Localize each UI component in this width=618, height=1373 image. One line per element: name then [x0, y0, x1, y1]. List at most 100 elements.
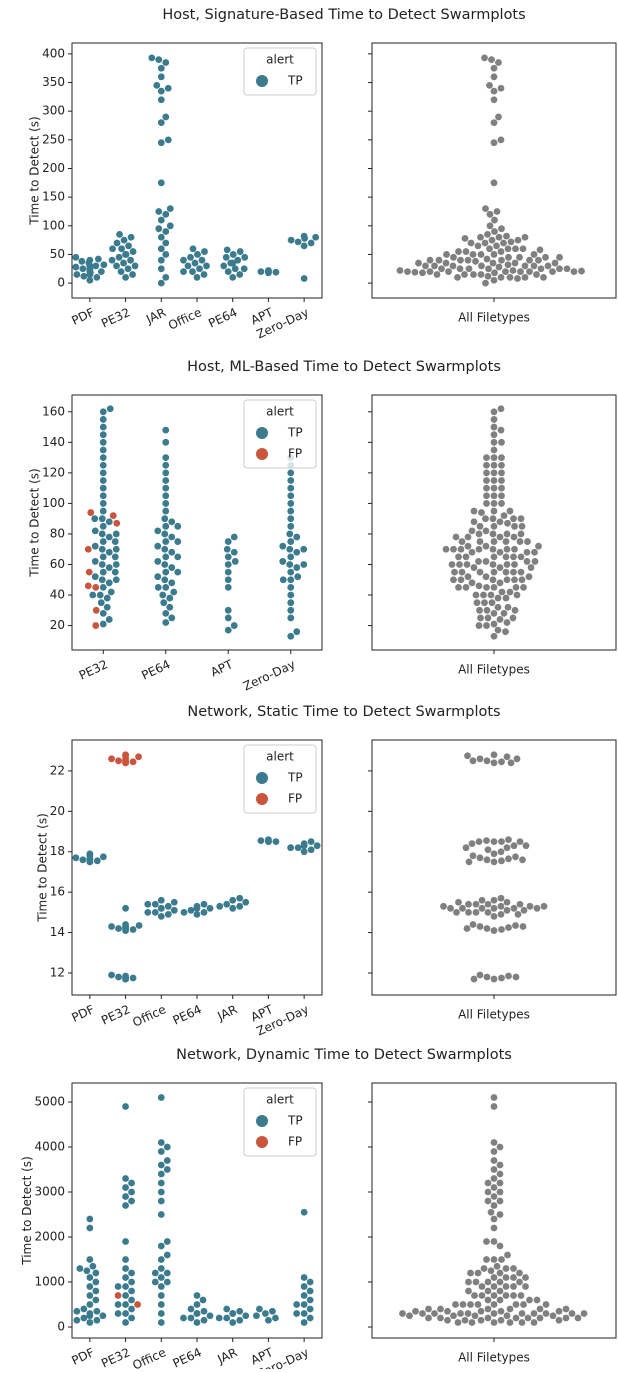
swarm-point — [242, 898, 250, 906]
swarm-point-all — [411, 268, 419, 276]
swarm-point-all — [496, 533, 504, 541]
swarm-point-all — [549, 268, 556, 276]
swarm-point-all — [530, 262, 538, 270]
legend-label: TP — [287, 74, 303, 88]
swarm-point-all — [490, 1310, 498, 1317]
swarm-point-all — [503, 844, 511, 852]
swarm-point — [99, 492, 107, 500]
swarm-point — [98, 530, 106, 538]
swarm-point-all — [490, 73, 498, 81]
swarm-point — [157, 1188, 165, 1196]
swarm-point-all — [469, 921, 477, 928]
swarm-point — [164, 910, 172, 918]
swarm-point-all — [555, 1316, 563, 1324]
x-tick-label: JAR — [215, 1002, 240, 1024]
swarm-point — [92, 583, 100, 591]
swarm-point — [105, 548, 113, 556]
swarm-point — [265, 838, 272, 846]
swarm-point — [99, 461, 107, 469]
swarm-point — [99, 1312, 107, 1320]
swarm-point — [300, 242, 308, 250]
swarm-point-all — [433, 271, 441, 278]
swarm-point-all — [422, 262, 429, 270]
swarm-point — [93, 1316, 101, 1324]
swarm-point — [86, 276, 94, 284]
swarm-point — [122, 1256, 129, 1263]
swarm-point-all — [464, 542, 472, 550]
swarm-point-all — [426, 268, 434, 276]
swarm-point — [108, 923, 115, 930]
swarm-point — [157, 179, 165, 187]
swarm-point — [128, 1305, 135, 1313]
swarm-point-all — [490, 927, 498, 934]
swarm-point — [306, 1314, 314, 1322]
swarm-point — [162, 568, 170, 576]
swarm-point-all — [506, 273, 514, 281]
swarm-point — [236, 902, 244, 910]
swarm-point — [194, 251, 201, 258]
swarm-point-all — [518, 1310, 526, 1317]
axes-frame — [71, 42, 323, 299]
y-tick-label: 40 — [50, 588, 65, 602]
swarm-point — [287, 236, 295, 244]
y-tick-label: 4000 — [34, 1139, 65, 1153]
x-tick-label: PDF — [69, 305, 96, 328]
swarm-point — [199, 1296, 207, 1304]
swarm-point-all — [477, 271, 485, 278]
swarm-point-all — [533, 904, 541, 912]
swarm-point-all — [507, 759, 515, 767]
swarm-point — [91, 527, 99, 535]
swarm-point-all — [490, 1301, 498, 1308]
swarm-point-all — [443, 251, 450, 258]
swarm-point-all — [483, 1238, 490, 1245]
swarm-point-all — [503, 898, 511, 906]
axes-frame — [71, 739, 323, 996]
swarm-point-all — [469, 852, 477, 860]
swarm-point-all — [498, 484, 505, 492]
swarm-point — [241, 253, 249, 261]
swarm-point — [300, 545, 308, 553]
swarm-point-all — [530, 251, 538, 258]
swarm-point-all — [498, 256, 505, 264]
swarm-point — [97, 268, 105, 276]
legend-swatch — [256, 427, 268, 439]
swarm-point-all — [489, 530, 497, 538]
swarm-point-all — [495, 233, 503, 241]
swarm-point-all — [490, 484, 498, 492]
swarm-point-all — [457, 1310, 464, 1317]
swarm-point — [157, 1197, 165, 1205]
swarm-point-all — [509, 267, 517, 274]
swarm-point-all — [484, 1179, 492, 1187]
x-tick-label: Zero-Day — [241, 657, 298, 693]
swarm-point — [168, 533, 176, 541]
swarm-point — [168, 614, 176, 622]
swarm-point-all — [475, 558, 482, 565]
legend-label: FP — [288, 792, 302, 806]
swarm-point — [111, 538, 119, 545]
y-tick-label: 60 — [50, 557, 65, 571]
legend-swatch — [256, 793, 268, 805]
swarm-point-all — [490, 759, 498, 767]
swarm-point — [313, 842, 321, 850]
swarm-point-all — [448, 561, 456, 568]
swarm-point — [168, 579, 176, 587]
swarm-point-all — [483, 925, 491, 932]
swarm-point — [187, 1314, 195, 1322]
swarm-point-all — [498, 492, 505, 500]
swarm-point-all — [495, 113, 502, 121]
swarm-point-all — [476, 755, 484, 763]
swarm-point — [293, 533, 301, 541]
swarm-point — [80, 1314, 88, 1322]
swarm-point-all — [425, 1314, 432, 1322]
swarm-point — [157, 1148, 165, 1155]
y-tick-label: 0 — [57, 1320, 65, 1334]
y-tick-label: 3000 — [34, 1185, 65, 1199]
swarm-point-all — [511, 606, 519, 614]
swarm-point-all — [484, 614, 492, 622]
swarm-point-all — [498, 225, 505, 233]
swarm-point — [157, 1283, 165, 1290]
swarm-point-all — [469, 251, 477, 258]
swarm-point-all — [496, 564, 504, 571]
swarm-point — [128, 1269, 135, 1277]
swarm-point — [92, 1278, 100, 1286]
